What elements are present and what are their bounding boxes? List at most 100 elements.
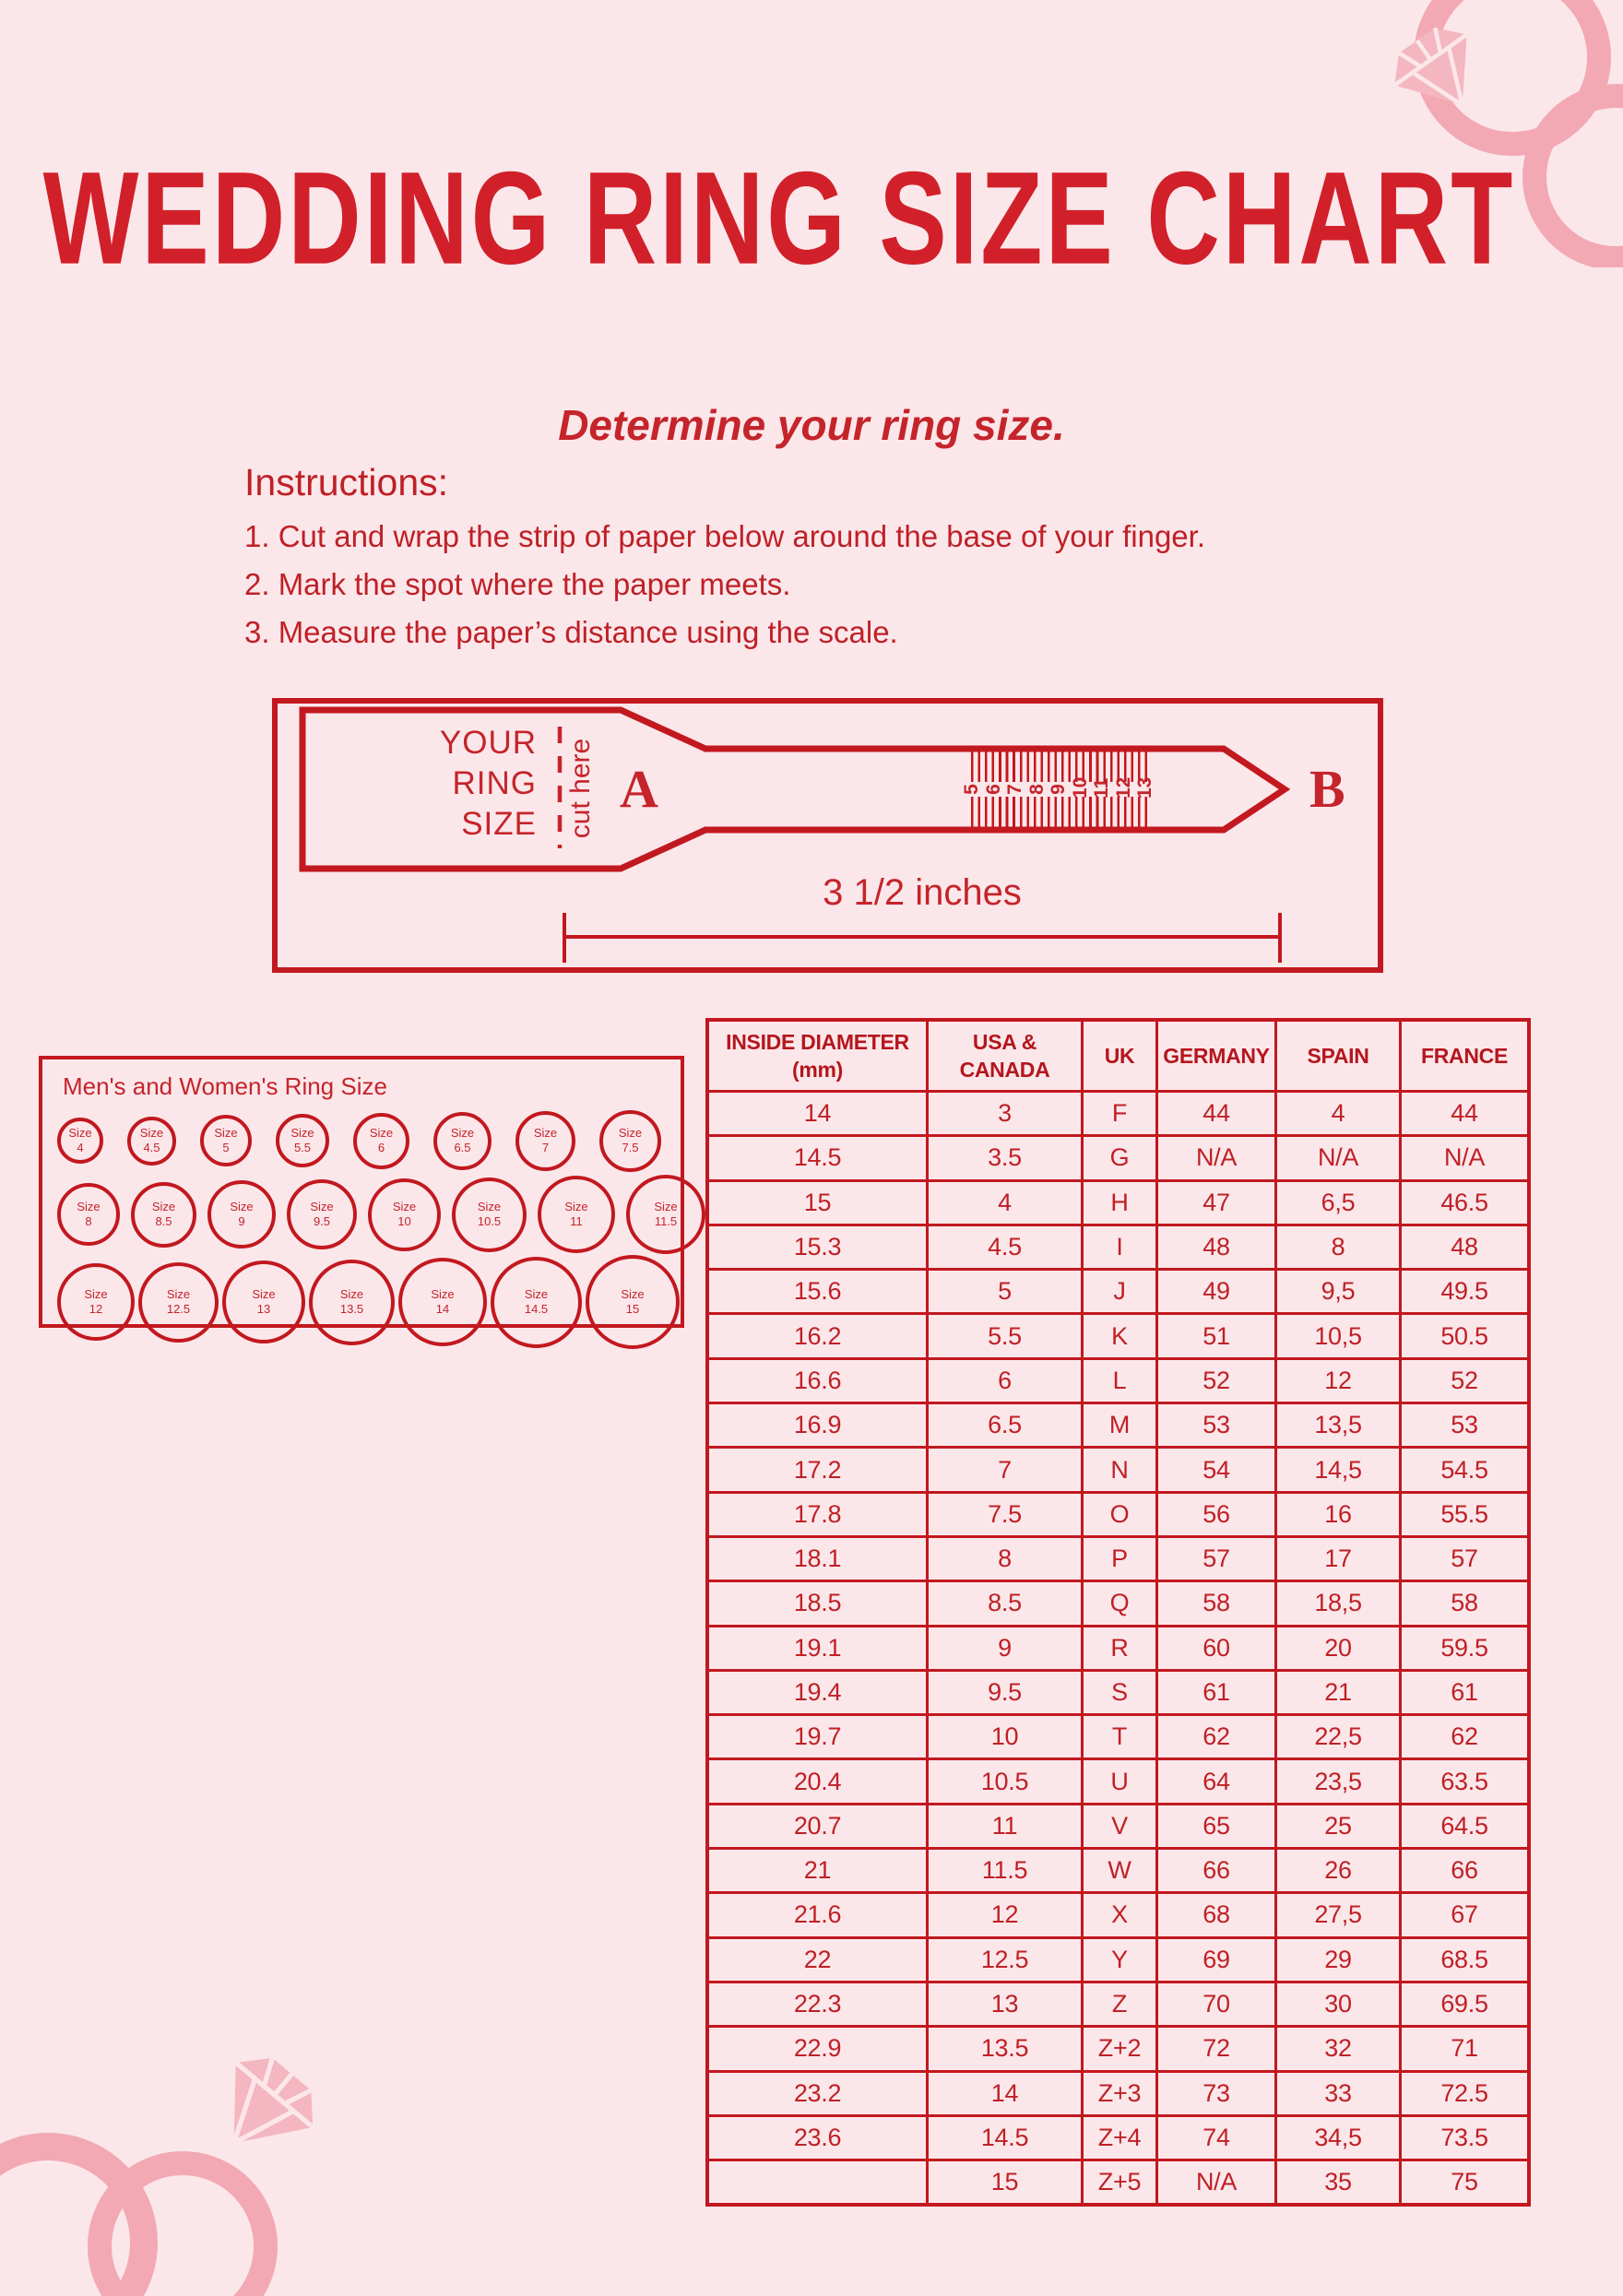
table-cell: 73 (1158, 2072, 1274, 2114)
table-cell: 8.5 (929, 1582, 1081, 1625)
table-cell: 14.5 (929, 2116, 1081, 2160)
ring-size-circle: Size 7 (515, 1110, 575, 1171)
table-cell: 44 (1402, 1093, 1527, 1135)
table-cell: 20.4 (709, 1760, 926, 1803)
table-cell: 27,5 (1277, 1894, 1399, 1936)
table-cell: 64 (1158, 1760, 1274, 1803)
table-cell: Z+5 (1084, 2161, 1155, 2204)
table-cell: 58 (1158, 1582, 1274, 1625)
ruler-number: 9 (1048, 784, 1069, 795)
table-cell: 23.2 (709, 2072, 926, 2114)
table-cell: N/A (1158, 2161, 1274, 2204)
table-cell: 18.5 (709, 1582, 926, 1625)
table-cell: 61 (1158, 1671, 1274, 1714)
table-cell: 13 (929, 1982, 1081, 2026)
label-line: SIZE (461, 806, 537, 842)
ring-size-circle: Size 6 (353, 1112, 409, 1169)
table-cell: 8 (1277, 1225, 1399, 1269)
table-cell: N/A (1277, 1137, 1399, 1179)
ring-size-circle: Size 11 (538, 1176, 615, 1253)
table-cell: 48 (1402, 1225, 1527, 1269)
table-cell: 11 (929, 1805, 1081, 1848)
table-cell: 17 (1277, 1537, 1399, 1580)
ring-size-prefix: Size (392, 1200, 417, 1213)
table-header-cell: USA & CANADA (929, 1022, 1081, 1090)
ring-size-circle: Size 5 (200, 1115, 252, 1166)
table-cell: 46.5 (1402, 1181, 1527, 1224)
table-cell: 3 (929, 1093, 1081, 1135)
table-cell: 54.5 (1402, 1449, 1527, 1491)
table-cell: 13,5 (1277, 1404, 1399, 1447)
table-cell: 29 (1277, 1938, 1399, 1981)
table-cell: 7.5 (929, 1493, 1081, 1535)
table-cell: 55.5 (1402, 1493, 1527, 1535)
ring-size-value: 12 (89, 1302, 103, 1316)
table-cell: 19.4 (709, 1671, 926, 1714)
table-cell: 20.7 (709, 1805, 926, 1848)
table-cell: 17.8 (709, 1493, 926, 1535)
label-line: RING (452, 765, 537, 801)
table-cell: 71 (1402, 2028, 1527, 2070)
table-cell: 16 (1277, 1493, 1399, 1535)
table-header-line: (mm) (791, 1058, 844, 1082)
table-cell: 63.5 (1402, 1760, 1527, 1803)
measure-line (564, 935, 1282, 939)
ring-size-prefix: Size (166, 1287, 191, 1301)
table-cell: 4.5 (929, 1225, 1081, 1269)
ring-size-value: 12.5 (166, 1302, 191, 1316)
cut-here-label: cut here (565, 738, 596, 839)
ring-size-circle: Size 6.5 (433, 1111, 492, 1170)
table-cell: T (1084, 1716, 1155, 1758)
ring-size-prefix: Size (139, 1126, 164, 1140)
table-cell: 66 (1402, 1850, 1527, 1892)
table-cell: 10 (929, 1716, 1081, 1758)
table-cell: 34,5 (1277, 2116, 1399, 2160)
table-cell: Q (1084, 1582, 1155, 1625)
table-cell: 18,5 (1277, 1582, 1399, 1625)
instruction-item: 1. Cut and wrap the strip of paper below… (244, 519, 1205, 553)
ring-size-value: 7.5 (622, 1141, 639, 1154)
ring-size-circle: Size 11.5 (626, 1175, 705, 1254)
table-cell: 12 (1277, 1359, 1399, 1402)
ring-size-prefix: Size (533, 1126, 558, 1140)
table-cell: 23,5 (1277, 1760, 1399, 1803)
table-cell: 19.7 (709, 1716, 926, 1758)
ring-size-circle: Size 4.5 (127, 1116, 176, 1166)
table-cell: 12 (929, 1894, 1081, 1936)
table-header-line: INSIDE DIAMETER (726, 1030, 909, 1054)
table-cell: 33 (1277, 2072, 1399, 2114)
ring-size-value: 7 (541, 1141, 550, 1154)
ring-size-value: 9 (238, 1214, 245, 1228)
ring-size-circle: Size 14 (398, 1258, 487, 1346)
table-cell: Y (1084, 1938, 1155, 1981)
table-cell: Z+2 (1084, 2028, 1155, 2070)
ruler-numbers: 5 6 7 8 9 10 11 12 13 (961, 776, 1155, 801)
rings-decoration-bottom-left (0, 2057, 314, 2296)
table-cell: 75 (1402, 2161, 1527, 2204)
ring-size-circle: Size 9.5 (287, 1179, 357, 1249)
table-header-line: SPAIN (1307, 1044, 1369, 1068)
ruler-number: 11 (1091, 777, 1112, 799)
ruler-number: 5 (961, 784, 982, 795)
ring-size-conversion-table: INSIDE DIAMETER (mm) USA & CANADA UK GERMANY S… (705, 1018, 1531, 2207)
measure-tick-left (563, 913, 566, 963)
paper-strip-outline (299, 706, 1291, 872)
table-header-line: CANADA (959, 1058, 1050, 1082)
ring-size-value: 4 (77, 1141, 84, 1154)
table-cell: 59.5 (1402, 1627, 1527, 1669)
table-cell: 17.2 (709, 1449, 926, 1491)
ruler-number: 13 (1134, 776, 1155, 799)
table-cell: 6 (929, 1359, 1081, 1402)
table-cell: W (1084, 1850, 1155, 1892)
table-cell: 62 (1158, 1716, 1274, 1758)
table-cell: 57 (1402, 1537, 1527, 1580)
table-cell: J (1084, 1271, 1155, 1313)
table-cell: 15 (709, 1181, 926, 1224)
table-cell: 14 (929, 2072, 1081, 2114)
table-cell: V (1084, 1805, 1155, 1848)
table-cell: 73.5 (1402, 2116, 1527, 2160)
ring-size-circle: Size 8.5 (131, 1181, 196, 1248)
ring-size-circle: Size 8 (57, 1183, 120, 1246)
table-cell: 69 (1158, 1938, 1274, 1981)
ring-size-prefix: Size (230, 1200, 254, 1213)
